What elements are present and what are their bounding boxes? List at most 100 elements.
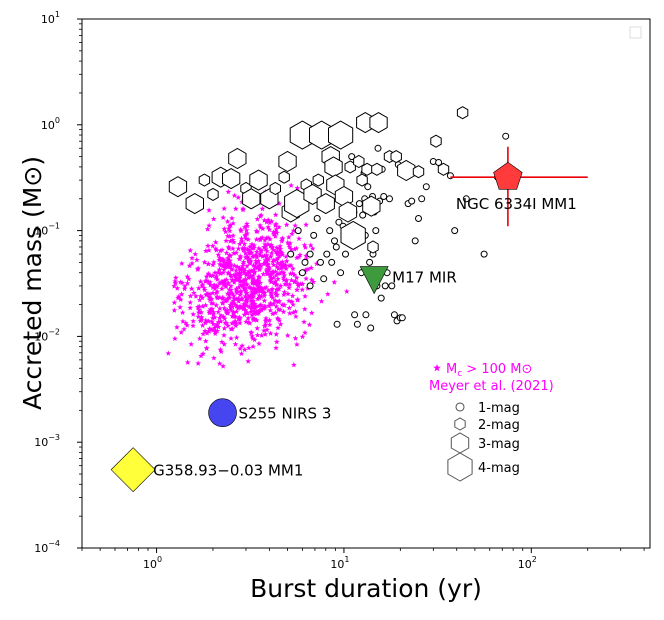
star-point [250,280,257,286]
circle-point [367,324,375,332]
star-point [233,303,240,309]
star-point [202,320,209,326]
circle-point [342,250,349,258]
star-point [232,313,239,320]
circle-point [462,195,470,203]
star-point [240,306,247,312]
star-point [210,327,216,333]
star-point [235,295,242,301]
star-point [236,314,243,320]
star-point [243,285,249,291]
star-point [246,250,252,256]
hexagon-point [353,154,365,169]
star-point [270,229,277,235]
star-point [188,341,194,347]
star-point [171,283,177,289]
star-point [281,276,287,283]
star-point [260,271,267,277]
star-point [260,225,266,232]
star-point [242,288,249,294]
hexagon-point [371,162,383,176]
star-point [267,236,273,242]
object-label: M17 MIR [392,269,457,287]
circle-point [422,183,430,191]
star-point [201,259,208,265]
star-point [287,240,293,246]
star-point [177,304,183,310]
star-point [196,307,202,313]
star-point [261,327,267,333]
star-point [220,269,226,276]
star-point [231,292,237,299]
star-point [251,252,257,259]
g358-marker [110,447,156,493]
star-point [303,275,309,282]
star-point [214,328,221,334]
circle-point [313,215,321,222]
circle-point [435,159,443,166]
star-point [250,304,256,310]
star-point [276,253,283,259]
star-point [255,273,262,280]
star-point [273,331,280,337]
star-point [245,319,252,325]
star-point [248,268,254,274]
star-point [256,292,263,298]
star-point [289,270,296,276]
star-point [254,264,261,271]
hexagon-point [278,170,290,184]
hexagon-point [369,112,388,134]
star-point [302,293,308,299]
star-point [221,341,228,347]
star-point [217,294,223,300]
star-point [208,306,215,313]
star-point [235,245,242,252]
circle-point [502,132,510,140]
star-point [266,226,273,233]
star-point [273,292,280,298]
hexagon-point [367,240,379,254]
star-point [268,250,275,256]
star-point [200,350,206,357]
star-point [217,256,224,262]
star-point [202,338,209,344]
star-point [256,340,262,347]
star-point [210,321,217,327]
star-point [181,326,187,332]
s255-marker [208,398,237,428]
star-point [267,301,274,307]
star-point [207,282,214,288]
star-point [245,274,252,281]
star-point [235,298,242,304]
circle-point [388,282,396,290]
legend-mag-label: 4-mag [478,461,520,476]
star-point [243,280,249,287]
star-point [252,264,259,270]
circle-point [451,227,459,235]
star-point [268,291,275,297]
star-point [236,256,243,262]
star-point [214,283,220,290]
star-point [290,309,297,315]
star-point [267,274,274,281]
star-point [259,253,266,259]
star-point [203,273,210,280]
star-point [257,302,264,308]
star-point [231,300,237,306]
legend-star-icon [433,364,441,372]
circle-point [351,311,359,319]
star-point [261,297,268,304]
star-point [205,242,211,249]
star-point [249,312,255,318]
star-point [255,258,262,264]
star-point [244,253,251,259]
star-point [212,285,218,292]
star-point [235,305,242,311]
star-point [249,244,255,251]
star-point [221,205,228,212]
hexagon-point [390,150,402,164]
m17-marker [359,266,389,295]
star-point [277,260,284,266]
legend-star-label: Mc > 100 M⊙ [446,362,532,379]
star-point [236,265,243,271]
